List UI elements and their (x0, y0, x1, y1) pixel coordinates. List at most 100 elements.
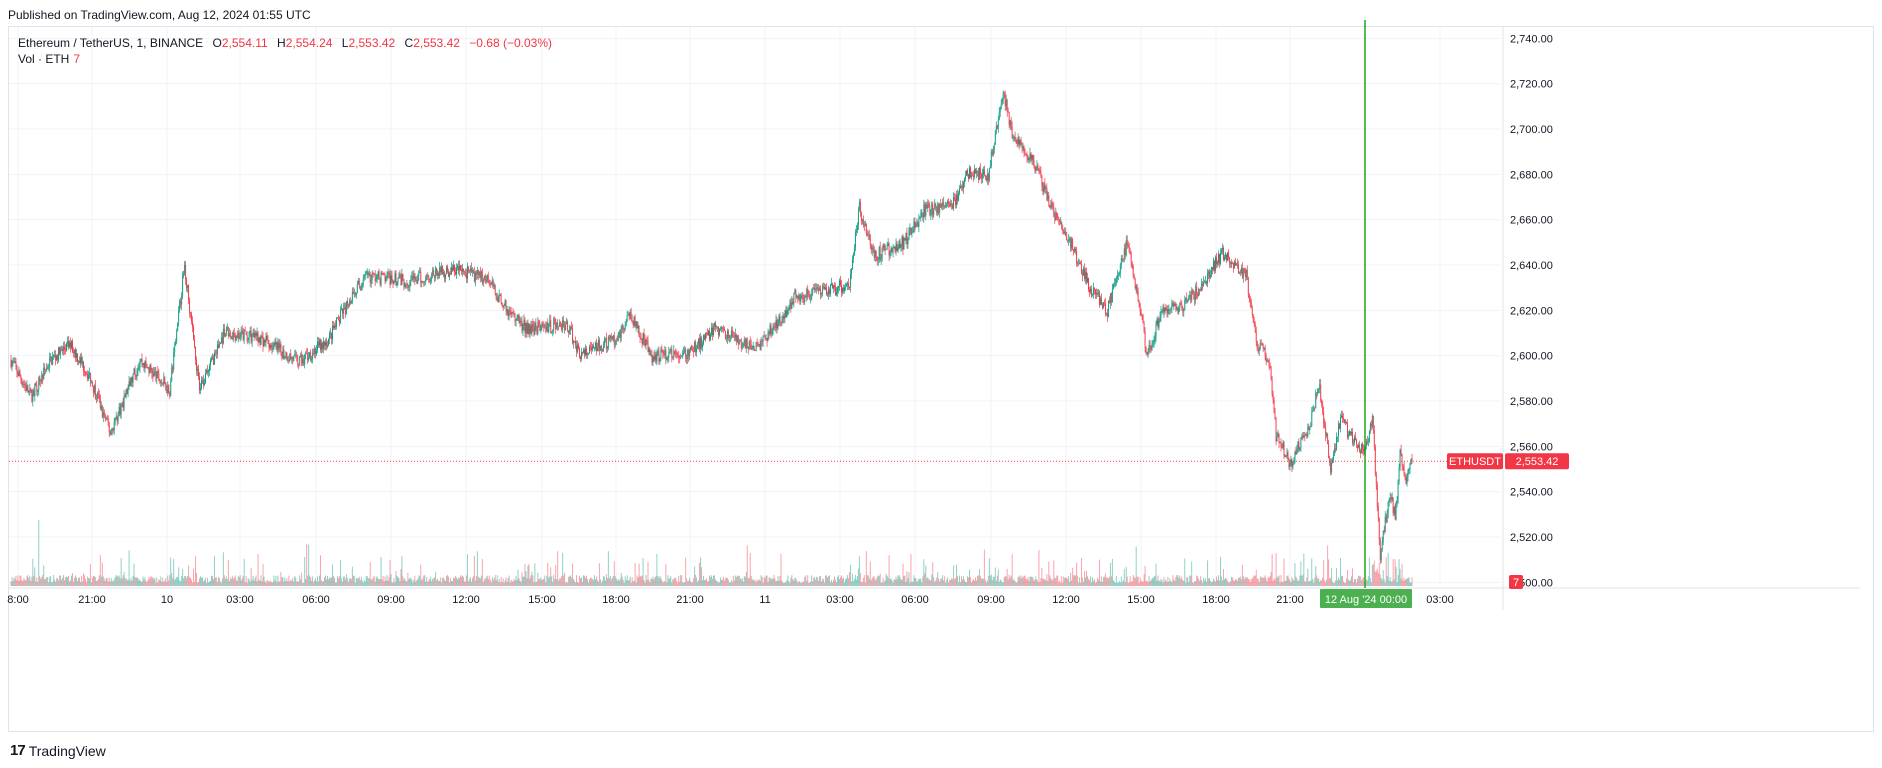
volume-bar (182, 569, 184, 586)
candle-body (1151, 343, 1153, 350)
volume-bar (245, 576, 247, 586)
candle-body (508, 310, 510, 317)
candle-body (1123, 248, 1125, 260)
candle-body (1062, 228, 1064, 231)
volume-bar (450, 578, 451, 586)
candle-body (1096, 292, 1097, 295)
candle-body (1393, 506, 1395, 514)
footer-brand[interactable]: 17 TradingView (10, 742, 106, 759)
volume-bar (952, 578, 954, 586)
candle-body (195, 346, 197, 360)
volume-bar (237, 575, 239, 586)
volume-bar (839, 579, 840, 586)
candle-body (1326, 433, 1328, 436)
volume-bar (1038, 550, 1040, 586)
volume-bar (907, 578, 909, 586)
candle-body (543, 324, 545, 328)
volume-bar (164, 580, 166, 586)
volume-bar (512, 581, 514, 586)
symbol-title[interactable]: Ethereum / TetherUS, 1, BINANCE (18, 36, 204, 50)
candle-body (575, 341, 577, 346)
candle-body (503, 305, 505, 307)
candle-body (156, 371, 158, 379)
candle-body (55, 354, 57, 360)
candle-body (696, 348, 698, 353)
candle-body (563, 320, 565, 326)
volume-bar (1397, 574, 1399, 586)
volume-bar (459, 578, 460, 586)
candle-body (183, 273, 185, 276)
candle-body (62, 349, 64, 351)
volume-bar (514, 580, 516, 586)
candle-body (1028, 157, 1030, 160)
candle-body (479, 271, 481, 278)
candle-body (1397, 481, 1399, 500)
candle-body (1050, 203, 1052, 208)
volume-bar (913, 575, 915, 586)
volume-bar (1339, 579, 1341, 586)
candle-body (449, 273, 451, 277)
volume-bar (1159, 581, 1161, 586)
candle-body (322, 343, 324, 349)
volume-bar (370, 579, 372, 586)
volume-bar (626, 575, 628, 586)
volume-bar (53, 575, 55, 586)
candle-body (358, 280, 360, 287)
volume-tag-label: 7 (1513, 577, 1519, 589)
volume-bar (319, 575, 321, 586)
volume-bar (1150, 580, 1152, 586)
volume-bar (1361, 578, 1363, 586)
candle-body (1082, 274, 1084, 276)
volume-bar (213, 556, 215, 586)
volume-bar (973, 580, 975, 586)
candle-body (1354, 437, 1355, 443)
volume-bar (814, 577, 816, 586)
volume-bar (198, 582, 199, 586)
volume-bar (797, 582, 799, 586)
candle-body (172, 367, 174, 370)
candle-body (397, 278, 399, 284)
volume-bar (102, 576, 104, 586)
candle-body (1262, 344, 1264, 348)
candle-body (552, 330, 554, 332)
volume-bar (192, 582, 194, 586)
volume-bar (1153, 576, 1155, 586)
candle-body (987, 173, 989, 181)
candle-body (1221, 250, 1222, 254)
volume-bar (1143, 574, 1145, 586)
candle-body (406, 284, 408, 285)
volume-bar (719, 577, 721, 586)
volume-bar (532, 575, 534, 586)
candle-body (359, 286, 361, 290)
candle-body (797, 295, 799, 300)
candle-body (601, 349, 603, 352)
volume-bar (35, 581, 37, 586)
volume-bar (39, 575, 41, 586)
candle-body (1367, 441, 1369, 443)
candle-body (200, 388, 201, 391)
volume-bar (1213, 578, 1215, 586)
volume-bar (54, 579, 56, 586)
x-tick-label: 21:00 (1276, 594, 1304, 606)
candle-body (60, 348, 62, 355)
volume-bar (908, 572, 910, 586)
volume-bar (977, 575, 979, 586)
candle-body (694, 341, 696, 352)
volume-bar (117, 576, 119, 586)
volume-bar (1049, 575, 1051, 586)
volume-bar (1076, 562, 1078, 586)
volume-bar (848, 572, 850, 586)
candle-body (346, 301, 348, 306)
candle-body (1014, 137, 1016, 140)
volume-bar (239, 575, 241, 586)
volume-bar (783, 582, 785, 586)
volume-bar (485, 576, 487, 586)
volume-bar (1102, 577, 1104, 586)
volume-bar (409, 578, 411, 586)
volume-bar (253, 580, 255, 586)
volume-bar (1265, 578, 1267, 586)
volume-bar (885, 573, 887, 586)
volume-bar (456, 577, 457, 586)
candle-body (1299, 447, 1301, 450)
